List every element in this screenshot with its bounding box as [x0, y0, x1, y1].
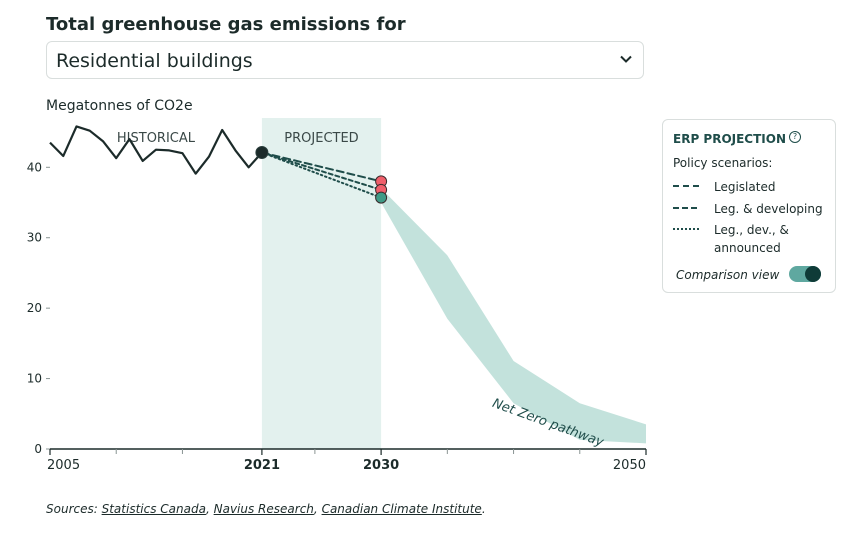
legend-item-label: Leg. & developing [714, 202, 823, 216]
legend-subtitle: Policy scenarios: [673, 156, 773, 170]
y-tick-label: 30 [27, 231, 42, 245]
sector-select[interactable]: Residential buildings [46, 41, 644, 79]
dashed-line-icon [673, 185, 699, 187]
question-circle-icon[interactable]: ? [789, 131, 801, 143]
x-tick-label: 2030 [363, 458, 399, 473]
source-link-statistics-canada[interactable]: Statistics Canada [101, 502, 206, 516]
sources-line: Sources: Statistics Canada, Navius Resea… [46, 502, 486, 516]
comparison-view-toggle[interactable] [789, 266, 821, 282]
scenario-line [260, 151, 383, 191]
sources-prefix: Sources: [46, 502, 98, 516]
region-label: HISTORICAL [117, 131, 196, 146]
legend-title: ERP PROJECTION [673, 132, 787, 146]
source-link-canadian-climate-institute[interactable]: Canadian Climate Institute [321, 502, 482, 516]
sources-sep: , [205, 502, 210, 516]
y-tick-label: 20 [27, 301, 42, 315]
source-link-navius-research[interactable]: Navius Research [213, 502, 314, 516]
page-title: Total greenhouse gas emissions for [46, 14, 406, 35]
legend-item-label: Legislated [714, 180, 776, 194]
x-tick-label: 2050 [613, 458, 646, 473]
x-tick-label: 2005 [47, 458, 80, 473]
sources-end: . [481, 502, 486, 516]
y-tick-label: 10 [27, 372, 42, 386]
region-label: PROJECTED [284, 131, 358, 146]
legend-item-label: Leg., dev., & announced [714, 223, 789, 255]
y-tick-label: 0 [34, 442, 42, 456]
toggle-knob [805, 266, 821, 282]
chevron-down-icon [620, 55, 632, 63]
scenario-line [260, 151, 383, 199]
y-axis-label: Megatonnes of CO2e [46, 98, 193, 114]
start-point-marker [255, 146, 269, 160]
scenario-line [260, 151, 383, 183]
net-zero-band [381, 188, 646, 444]
x-tick-label: 2021 [244, 458, 280, 473]
legend-panel: ERP PROJECTION ? Policy scenarios: Legis… [662, 119, 836, 293]
scenario-end-marker [375, 191, 388, 204]
projected-region [261, 118, 382, 449]
dotted-line-icon [673, 228, 699, 230]
sector-select-value: Residential buildings [56, 50, 253, 72]
sources-sep: , [313, 502, 318, 516]
y-tick-label: 40 [27, 160, 42, 174]
short-dashed-line-icon [673, 207, 697, 209]
comparison-view-label: Comparison view [676, 268, 780, 282]
historical-line [49, 125, 263, 175]
